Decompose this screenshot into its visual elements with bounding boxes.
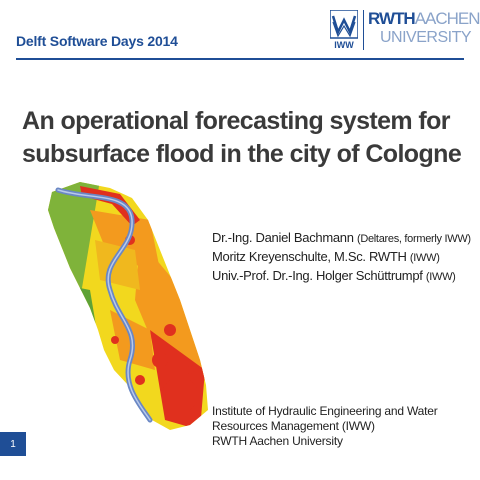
institute-line: RWTH Aachen University [212,434,343,448]
slide-title-line-1: An operational forecasting system for [22,107,451,135]
rwth-logo-aachen: AACHEN [414,9,480,28]
page-number: 1 [0,432,26,456]
author-affiliation: (IWW) [409,252,440,264]
iww-logo: IWW [330,10,358,50]
author-affiliation: (IWW) [425,271,456,283]
author-list: Dr.-Ing. Daniel Bachmann (Deltares, form… [212,229,480,286]
author-name: Dr.-Ing. Daniel Bachmann [212,230,354,245]
slide-title: An operational forecasting system for su… [22,105,462,171]
header-title: Delft Software Days 2014 [16,33,178,49]
header-rule [16,58,464,60]
author-line: Moritz Kreyenschulte, M.Sc. RWTH (IWW) [212,248,480,267]
author-line: Dr.-Ing. Daniel Bachmann (Deltares, form… [212,229,480,248]
author-line: Univ.-Prof. Dr.-Ing. Holger Schüttrumpf … [212,267,480,286]
iww-logo-text: IWW [334,40,354,50]
institute-block: Institute of Hydraulic Engineering and W… [212,404,472,449]
rwth-logo: RWTHAACHEN UNIVERSITY [368,9,480,50]
author-name: Univ.-Prof. Dr.-Ing. Holger Schüttrumpf [212,268,423,283]
author-name: Moritz Kreyenschulte, M.Sc. RWTH [212,249,407,264]
institute-line: Institute of Hydraulic Engineering and W… [212,404,438,418]
logo-separator [363,10,364,50]
cologne-flood-map [48,182,208,430]
author-affiliation: (Deltares, formerly IWW) [356,233,471,245]
rwth-logo-rwth: RWTH [368,9,416,28]
rwth-logo-university: UNIVERSITY [380,29,472,46]
institute-line: Resources Management (IWW) [212,419,375,433]
slide-title-line-2: subsurface flood in the city of Cologne [22,140,462,168]
